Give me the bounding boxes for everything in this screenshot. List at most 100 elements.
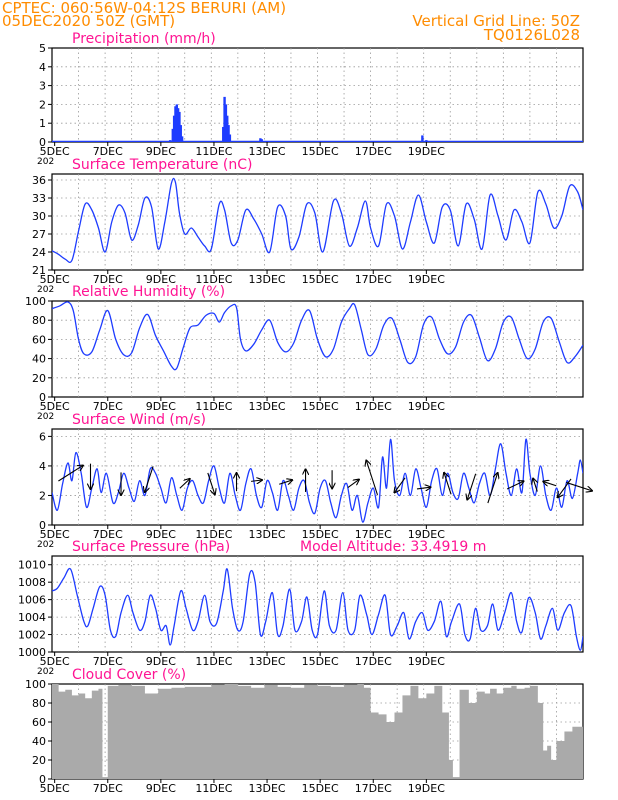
wind-vector	[467, 473, 477, 500]
temp-xtick-label: 17DEC	[355, 273, 392, 286]
wind-year-stub: 202	[37, 540, 54, 550]
temp-xtick-label: 7DEC	[93, 273, 123, 286]
cloud-ytick-label: 60	[32, 716, 46, 729]
precip-xtick-label: 19DEC	[408, 145, 445, 158]
wind-vector	[487, 473, 498, 504]
cloud-ytick-label: 20	[32, 754, 46, 767]
pres-panel: 1000 1002 1004 1006 1008 1010 5DEC 7DEC 9DEC 11DE…	[18, 539, 584, 677]
pres-year-stub: 202	[37, 667, 54, 677]
wind-title: Surface Wind (m/s)	[72, 412, 206, 428]
cloud-xtick-label: 19DEC	[408, 782, 445, 795]
pres-plot	[52, 567, 583, 651]
temp-title: Surface Temperature (nC)	[72, 157, 253, 173]
precip-bar	[175, 104, 178, 142]
temp-ytick-label: 24	[32, 246, 46, 259]
wind-series-line	[52, 438, 583, 523]
cloud-xtick-label: 13DEC	[249, 782, 286, 795]
rh-xtick-label: 19DEC	[408, 400, 445, 413]
wind-xtick-label: 17DEC	[355, 528, 392, 541]
wind-ytick-label: 2	[39, 489, 46, 502]
wind-ytick-label: 6	[39, 430, 46, 443]
wind-vector	[366, 461, 379, 496]
rh-panel: 0 20 40 60 80 100 5DEC 7DEC 9DEC 11DEC 13DEC 15DEC 1…	[25, 284, 584, 422]
precip-bar	[176, 108, 180, 142]
rh-ytick-label: 80	[32, 314, 46, 327]
wind-vector	[533, 479, 537, 492]
wind-vector	[506, 481, 523, 490]
wind-vector	[145, 466, 154, 492]
temp-xtick-label: 11DEC	[195, 273, 232, 286]
cloud-title: Cloud Cover (%)	[72, 667, 186, 683]
precip-xtick-label: 7DEC	[93, 145, 123, 158]
pres-ytick-label: 1008	[18, 576, 46, 589]
wind-vector	[416, 487, 430, 489]
header-line-2: 05DEC2020 50Z (GMT)	[2, 12, 176, 30]
wind-vector	[558, 478, 572, 497]
temp-xtick-label: 9DEC	[146, 273, 176, 286]
cloud-panel: 0 20 40 60 80 100 5DEC 7DEC 9DEC 11DEC 13DEC 15DEC 1…	[25, 667, 584, 795]
pres-subtitle: Model Altitude: 33.4919 m	[300, 539, 486, 555]
precip-bar	[226, 115, 229, 142]
wind-vector	[395, 477, 406, 493]
precip-bar	[174, 106, 177, 142]
precip-bar	[222, 126, 225, 142]
precip-bar	[259, 138, 262, 142]
rh-xtick-label: 5DEC	[40, 400, 70, 413]
wind-xtick-label: 15DEC	[302, 528, 339, 541]
wind-panel: 0 2 4 6 5DEC 7DEC 9DEC 11DEC 13DEC 15DEC 17DEC 19DE…	[37, 412, 592, 550]
precip-xtick-label: 17DEC	[355, 145, 392, 158]
precip-ytick-label: 1	[39, 117, 46, 130]
rh-xtick-label: 15DEC	[302, 400, 339, 413]
rh-xtick-label: 17DEC	[355, 400, 392, 413]
precip-xtick-label: 13DEC	[249, 145, 286, 158]
rh-xtick-label: 9DEC	[146, 400, 176, 413]
cloud-area	[52, 684, 583, 779]
precip-bar	[421, 135, 424, 142]
wind-vector	[207, 472, 215, 494]
precip-bar	[172, 115, 176, 142]
rh-xtick-label: 7DEC	[93, 400, 123, 413]
precip-xtick-label: 11DEC	[195, 145, 232, 158]
cloud-xtick-label: 15DEC	[302, 782, 339, 795]
temp-xtick-label: 5DEC	[40, 273, 70, 286]
temp-ytick-label: 36	[32, 174, 46, 187]
pres-ytick-label: 1004	[18, 611, 46, 624]
precip-panel: 0 1 2 3 4 5 5DEC 7DEC 9DEC 11DEC 13DEC 15DEC 17DEC 19…	[37, 31, 584, 167]
rh-ytick-label: 0	[39, 391, 46, 404]
pres-xtick-label: 17DEC	[355, 655, 392, 668]
cloud-ytick-label: 40	[32, 735, 46, 748]
cloud-ytick-label: 0	[39, 773, 46, 786]
precip-ytick-label: 4	[39, 61, 46, 74]
precip-ytick-label: 2	[39, 98, 46, 111]
pres-xtick-label: 5DEC	[40, 655, 70, 668]
wind-xtick-label: 11DEC	[195, 528, 232, 541]
precip-plot	[52, 96, 583, 142]
rh-xtick-label: 11DEC	[195, 400, 232, 413]
rh-plot	[52, 301, 583, 371]
pres-ytick-label: 1000	[18, 646, 46, 659]
precip-title: Precipitation (mm/h)	[72, 31, 216, 47]
precip-xtick-label: 9DEC	[146, 145, 176, 158]
temp-xtick-label: 19DEC	[408, 273, 445, 286]
model-code: TQ0126L028	[483, 26, 580, 44]
precip-xtick-label: 15DEC	[302, 145, 339, 158]
pres-ytick-label: 1006	[18, 594, 46, 607]
temp-xtick-label: 13DEC	[249, 273, 286, 286]
precip-bar	[178, 111, 181, 142]
pres-xtick-label: 9DEC	[146, 655, 176, 668]
wind-ytick-label: 0	[39, 519, 46, 532]
vertical-grid-note: Vertical Grid Line: 50Z	[412, 12, 580, 30]
precip-bar	[179, 125, 182, 142]
wind-xtick-label: 13DEC	[249, 528, 286, 541]
wind-vector	[543, 482, 557, 486]
wind-vector	[58, 466, 82, 482]
temp-ytick-label: 27	[32, 228, 46, 241]
precip-bar	[224, 104, 228, 142]
rh-ytick-label: 40	[32, 353, 46, 366]
wind-vector	[179, 479, 190, 489]
wind-vector	[279, 480, 292, 484]
pres-xtick-label: 11DEC	[195, 655, 232, 668]
temp-ytick-label: 21	[32, 264, 46, 277]
wind-xtick-label: 7DEC	[93, 528, 123, 541]
pres-title: Surface Pressure (hPa)	[72, 539, 230, 555]
